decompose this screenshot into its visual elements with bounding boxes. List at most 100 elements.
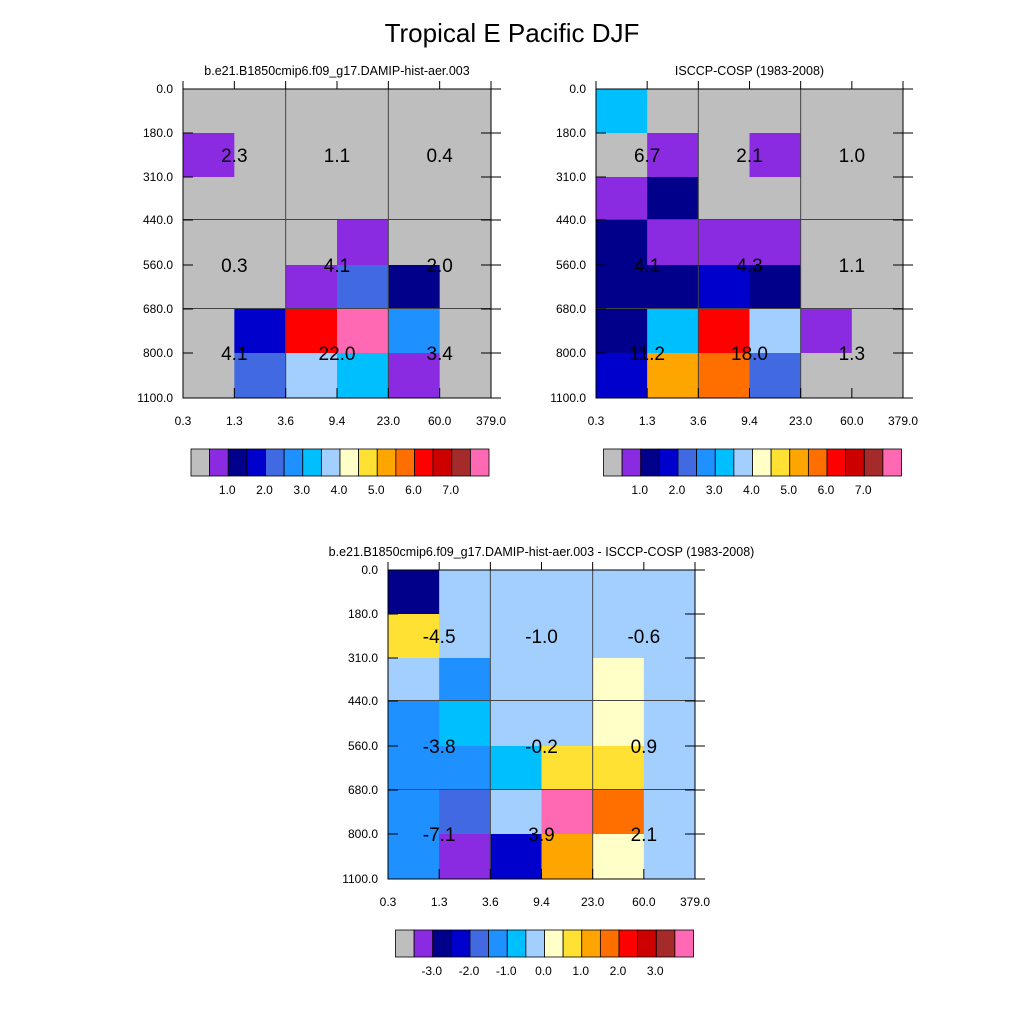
- heatmap-cell: [698, 89, 750, 134]
- heatmap-cell: [234, 177, 287, 221]
- colorbar-swatch: [190, 448, 211, 477]
- heatmap-cell: [337, 220, 389, 266]
- x-tick-label: 3.6: [482, 895, 499, 909]
- heatmap-cell: [749, 133, 802, 178]
- y-tick-label: 800.0: [348, 827, 378, 841]
- colorbar-swatch: [265, 448, 285, 477]
- colorbar-label: 4.0: [331, 483, 348, 497]
- heatmap-cell: [647, 353, 699, 399]
- heatmap-cell: [234, 220, 287, 266]
- box-value-label: -4.5: [423, 627, 456, 648]
- y-tick-label: 310.0: [143, 170, 173, 184]
- colorbar-label: 2.0: [256, 483, 273, 497]
- colorbar-label: 1.0: [631, 483, 648, 497]
- colorbar-swatch: [395, 929, 415, 958]
- box-value-label: 0.3: [221, 256, 247, 277]
- x-tick-label: 1.3: [226, 414, 243, 428]
- heatmap-cell: [643, 834, 696, 880]
- colorbar-label: -3.0: [421, 964, 442, 978]
- colorbar-swatch: [544, 929, 564, 958]
- colorbar-swatch: [358, 448, 378, 477]
- box-value-label: 0.9: [631, 737, 657, 758]
- colorbar-label: 3.0: [706, 483, 723, 497]
- colorbar-swatch: [395, 448, 415, 477]
- colorbar-label: 5.0: [368, 483, 385, 497]
- heatmap-cell: [698, 220, 750, 266]
- box-value-label: -3.8: [423, 737, 456, 758]
- heatmap-cell: [596, 353, 648, 399]
- colorbar-swatch: [674, 929, 694, 958]
- colorbar-swatch: [227, 448, 248, 477]
- heatmap-cell: [285, 353, 338, 399]
- heatmap-cell: [800, 309, 853, 354]
- box-value-label: 2.3: [221, 146, 247, 167]
- heatmap-cell: [285, 265, 338, 310]
- heatmap-panel-3: b.e21.B1850cmip6.f09_g17.DAMIP-hist-aer.…: [329, 545, 755, 978]
- heatmap-cell: [592, 790, 645, 835]
- heatmap-cell: [388, 658, 440, 702]
- heatmap-cell: [541, 658, 594, 702]
- colorbar-swatch: [450, 929, 471, 958]
- heatmap-cell: [490, 570, 542, 615]
- colorbar-swatch: [658, 448, 679, 477]
- colorbar-swatch: [733, 448, 753, 477]
- heatmap-panel-1: b.e21.B1850cmip6.f09_g17.DAMIP-hist-aer.…: [137, 64, 506, 497]
- heatmap-cell: [388, 265, 441, 310]
- x-tick-label: 9.4: [741, 414, 758, 428]
- heatmap-cell: [592, 746, 645, 791]
- heatmap-cell: [596, 177, 648, 221]
- heatmap-cell: [643, 658, 696, 702]
- colorbar-swatch: [320, 448, 341, 477]
- box-value-label: 6.7: [634, 146, 660, 167]
- colorbar-swatch: [451, 448, 471, 477]
- heatmap-cell: [234, 309, 287, 354]
- colorbar: -3.0 -2.0 -1.0 0.0 1.0 2.0 3.0: [395, 929, 694, 978]
- box-value-label: 3.4: [426, 344, 453, 365]
- y-tick-label: 560.0: [143, 258, 173, 272]
- colorbar: 1.0 2.0 3.0 4.0 5.0 6.0 7.0: [603, 448, 902, 497]
- heatmap-cell: [851, 309, 904, 354]
- x-tick-label: 379.0: [888, 414, 918, 428]
- colorbar-swatch: [246, 448, 266, 477]
- heatmap-cell: [285, 89, 338, 134]
- heatmap-cell: [234, 265, 287, 310]
- y-tick-label: 180.0: [348, 607, 378, 621]
- box-value-label: 11.2: [629, 344, 665, 365]
- y-tick-label: 0.0: [156, 82, 173, 96]
- heatmap-cell: [183, 89, 235, 134]
- heatmap-cell: [596, 89, 648, 134]
- box-value-label: 4.1: [221, 344, 247, 365]
- colorbar-swatch: [845, 448, 865, 477]
- x-tick-label: 23.0: [581, 895, 605, 909]
- heatmap-cell: [698, 309, 750, 354]
- heatmap-cell: [592, 834, 645, 880]
- heatmap-cell: [388, 570, 440, 615]
- x-tick-label: 60.0: [840, 414, 864, 428]
- heatmap-cell: [388, 133, 441, 178]
- heatmap-panel-2: ISCCP-COSP (1983-2008) 0.0 180.0 310.0 440.0…: [550, 64, 918, 497]
- box-value-label: -0.2: [525, 737, 558, 758]
- heatmap-cell: [439, 790, 491, 835]
- heatmap-cell: [541, 701, 594, 747]
- y-tick-label: 680.0: [348, 783, 378, 797]
- heatmap-cell: [388, 790, 440, 835]
- colorbar-swatch: [618, 929, 639, 958]
- heatmap-cell: [541, 834, 594, 880]
- heatmap-cell: [234, 89, 287, 134]
- y-tick-label: 680.0: [556, 302, 586, 316]
- heatmap-cell: [647, 133, 699, 178]
- colorbar-swatch: [283, 448, 304, 477]
- colorbar-swatch: [339, 448, 360, 477]
- colorbar-swatch: [637, 929, 657, 958]
- colorbar-label: 2.0: [610, 964, 627, 978]
- heatmap-cell: [698, 353, 750, 399]
- colorbar-swatch: [882, 448, 902, 477]
- heatmap-cell: [439, 701, 491, 747]
- colorbar-swatch: [621, 448, 642, 477]
- heatmap-cell: [337, 133, 389, 178]
- colorbar-swatch: [376, 448, 397, 477]
- colorbar-label: 7.0: [442, 483, 459, 497]
- heatmap-cell: [749, 177, 802, 221]
- colorbar-label: 6.0: [818, 483, 835, 497]
- colorbar-swatch: [469, 448, 490, 477]
